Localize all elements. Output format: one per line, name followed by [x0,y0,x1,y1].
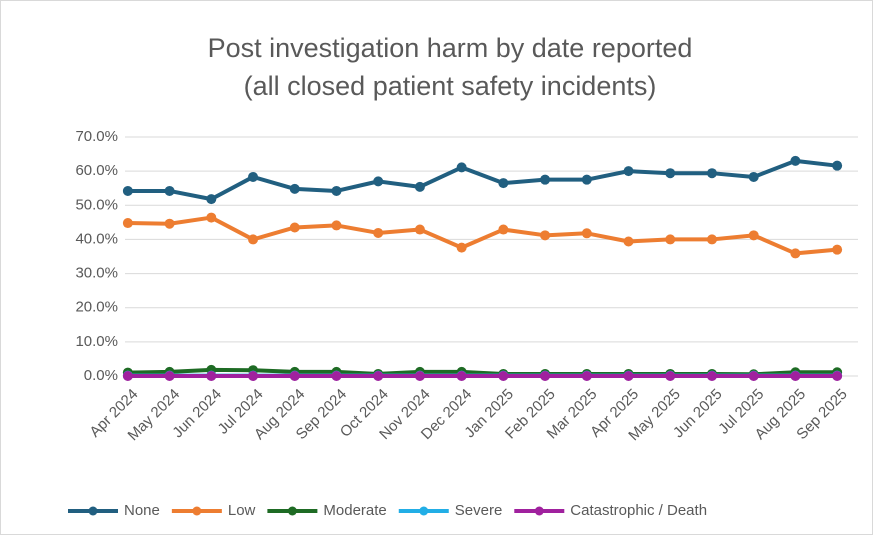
series-line [127,158,838,202]
point [289,371,300,381]
point [414,371,425,381]
point [122,371,133,381]
point [665,168,676,179]
point [331,220,342,231]
point [665,234,676,245]
point [581,371,592,381]
point [623,166,634,177]
point [790,371,801,381]
point [164,185,175,196]
legend-label: Severe [455,502,503,519]
point [706,168,717,179]
legend-marker [534,506,544,516]
point [331,185,342,196]
point [414,224,425,235]
point [706,234,717,245]
point [790,155,801,166]
legend-label: None [124,502,160,519]
point [832,160,843,171]
point [122,218,133,229]
point [248,171,259,182]
legend-marker [192,506,202,516]
y-tick-label: 50.0% [75,196,118,213]
point [248,371,259,381]
legend-label: Catastrophic / Death [570,502,707,519]
point [373,176,384,187]
point [164,371,175,381]
point [122,185,133,196]
point [373,227,384,238]
point [540,174,551,185]
point [456,162,467,173]
point [748,171,759,182]
series-line [127,215,838,256]
y-tick-label: 70.0% [75,128,118,145]
point [706,371,717,381]
point [373,371,384,381]
chart-title: Post investigation harm by date reported [208,33,693,63]
legend-marker [287,506,297,516]
point [498,178,509,189]
point [832,244,843,255]
point [581,228,592,239]
point [164,218,175,229]
point [748,230,759,241]
y-tick-label: 40.0% [75,230,118,247]
point [832,371,843,381]
legend-label: Low [228,502,256,519]
point [206,212,217,223]
point [248,234,259,245]
chart-subtitle: (all closed patient safety incidents) [244,71,657,101]
point [498,224,509,235]
point [331,371,342,381]
point [540,230,551,241]
point [206,194,217,205]
legend-marker [419,506,429,516]
y-tick-label: 20.0% [75,299,118,316]
point [414,181,425,192]
point [623,371,634,381]
y-tick-label: 30.0% [75,265,118,282]
legend-label: Moderate [323,502,386,519]
point [206,371,217,381]
point [748,371,759,381]
y-tick-label: 60.0% [75,162,118,179]
y-tick-label: 0.0% [84,367,118,384]
point [498,371,509,381]
point [456,242,467,253]
point [289,183,300,194]
point [540,371,551,381]
legend-marker [88,506,98,516]
y-tick-label: 10.0% [75,333,118,350]
point [581,174,592,185]
point [790,248,801,259]
point [623,236,634,247]
point [456,371,467,381]
point [289,222,300,233]
point [665,371,676,381]
